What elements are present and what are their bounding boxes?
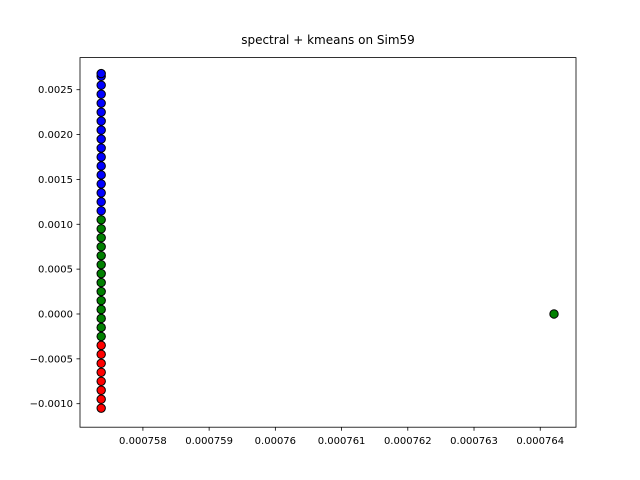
- point: [96, 259, 106, 270]
- y-tick-label: 0.0015: [38, 175, 73, 186]
- point: [96, 188, 106, 198]
- point: [96, 116, 106, 126]
- y-tick-label: −0.0010: [30, 399, 73, 410]
- y-tick-label: 0.0010: [38, 220, 73, 231]
- point: [96, 367, 106, 377]
- point: [96, 80, 106, 90]
- point: [96, 197, 106, 207]
- y-tick-label: 0.0020: [38, 130, 73, 141]
- x-tick-label: 0.000758: [119, 436, 167, 447]
- point: [96, 98, 106, 108]
- point: [96, 331, 106, 342]
- x-tick-label: 0.00076: [255, 436, 296, 447]
- y-tick-label: 0.0005: [38, 265, 73, 276]
- point: [96, 152, 106, 162]
- x-tick-label: 0.000764: [516, 436, 564, 447]
- y-tick-label: 0.0025: [38, 85, 73, 96]
- point: [96, 385, 106, 395]
- point: [96, 403, 106, 413]
- point: [96, 161, 106, 171]
- point: [96, 206, 106, 216]
- y-tick-label: −0.0005: [30, 354, 73, 365]
- point: [96, 179, 106, 189]
- x-tick-label: 0.000759: [185, 436, 233, 447]
- point: [549, 309, 559, 319]
- chart-title: spectral + kmeans on Sim59: [241, 33, 415, 47]
- point: [96, 107, 106, 117]
- point: [96, 215, 106, 225]
- x-tick-label: 0.000761: [318, 436, 366, 447]
- point: [96, 250, 106, 261]
- plot-frame: [79, 57, 577, 428]
- point: [96, 376, 106, 386]
- point: [96, 313, 106, 324]
- point: [96, 349, 106, 360]
- point: [96, 89, 106, 99]
- point: [96, 68, 106, 79]
- point: [96, 224, 106, 234]
- point: [96, 304, 106, 315]
- point: [96, 170, 106, 180]
- point: [96, 322, 106, 333]
- point: [96, 233, 106, 243]
- point: [96, 295, 106, 306]
- point: [96, 358, 106, 369]
- point: [96, 340, 106, 351]
- point: [96, 268, 106, 279]
- point: [96, 394, 106, 404]
- point: [96, 134, 106, 144]
- point: [96, 286, 106, 297]
- y-tick-label: 0.0000: [38, 309, 73, 320]
- x-tick-label: 0.000762: [384, 436, 432, 447]
- point: [96, 143, 106, 153]
- point: [96, 125, 106, 135]
- point: [96, 242, 106, 252]
- point: [96, 277, 106, 288]
- x-tick-label: 0.000763: [450, 436, 498, 447]
